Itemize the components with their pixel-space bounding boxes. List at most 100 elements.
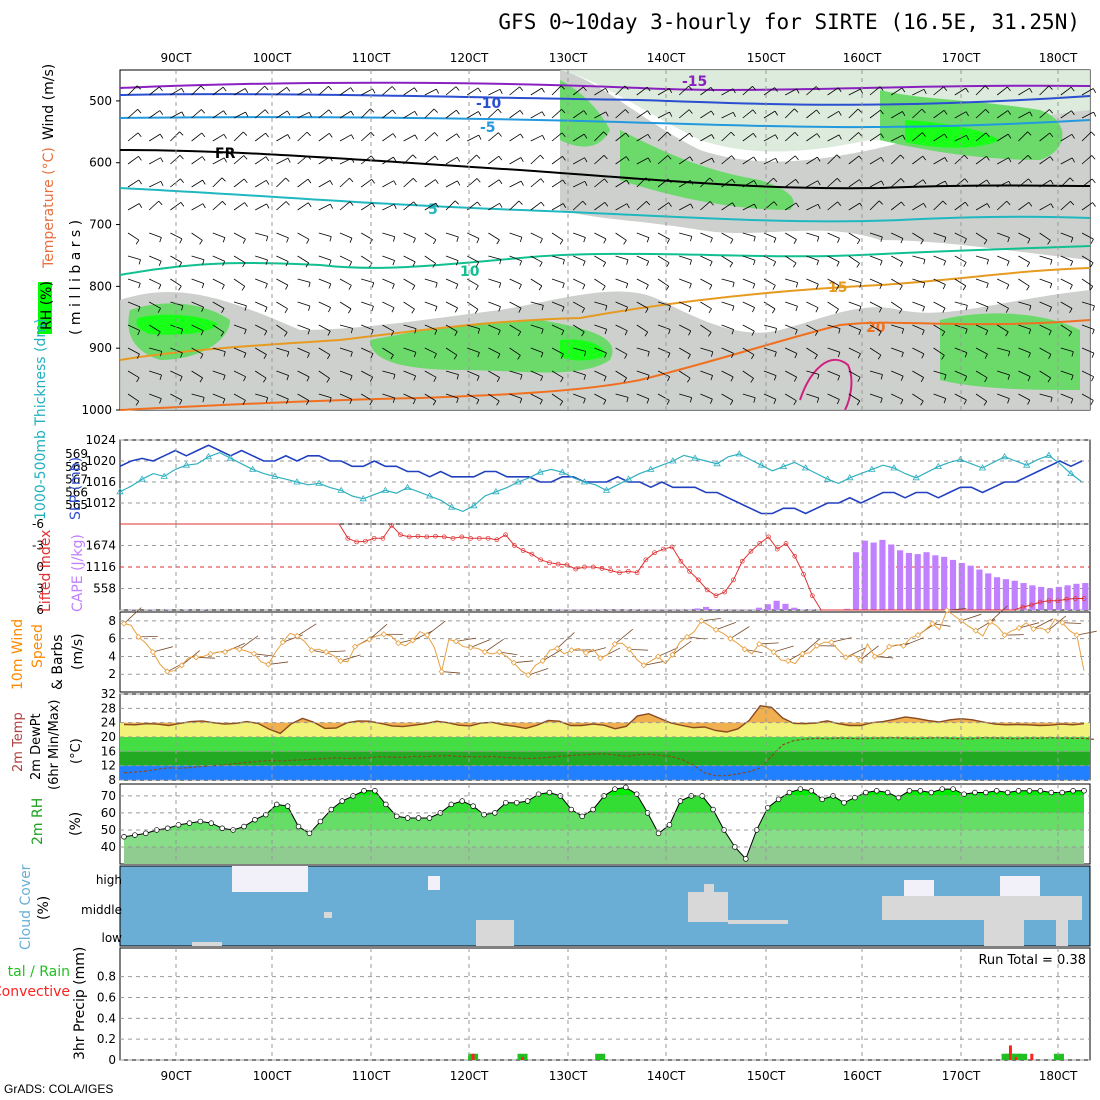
wind-barb-flag [349,261,353,267]
wind-barb-flag [242,238,246,244]
wind-barb [848,155,860,165]
wind-barb [827,301,839,310]
wind-barb [742,255,756,261]
wind-barb-flag [1029,88,1033,93]
wind-barb-flag [902,134,906,140]
thickness-marker [160,472,168,479]
wind-barb-flag [222,201,227,206]
wind-barb-flag [668,88,673,94]
wind-barb-flag [581,308,585,313]
wind-barb-flag [414,328,417,334]
wind-barb [530,301,544,306]
wind-barb [975,278,989,284]
wind-barb-flag [835,308,839,314]
wind-barb-flag [1008,157,1012,163]
wind-barb-flag [1071,351,1074,357]
wind-barb [996,86,1008,96]
wind-barb [318,393,332,399]
wind-barb-flag [540,178,545,183]
wind-barb [742,203,755,211]
wind-barb-flag [559,401,564,406]
wind-barb [891,347,904,353]
wind-barb [127,393,140,402]
wind-barb [827,201,838,211]
wind-barb [700,157,713,165]
wind-barb [954,370,967,377]
wind-speed-marker [395,640,402,647]
thickness-marker [846,474,854,481]
x-tick-label: 160CT [843,1069,882,1083]
wind-barb-flag [985,330,989,336]
wind-barb-flag [350,328,353,334]
wind-barb [657,155,669,165]
wind-barb [424,108,435,119]
wind-barb-flag [986,156,990,161]
wind-barb-flag [370,132,375,137]
chart-title: GFS 0~10day 3-hourly for SIRTE (16.5E, 3… [498,10,1080,34]
wind-barb-flag [307,353,310,359]
wind-barb [912,202,924,211]
wind-barb-flag [414,111,418,116]
wind-barb [191,179,203,188]
wind-barb [445,255,459,262]
wind-speed-marker [481,648,488,656]
wind-barb [340,654,361,662]
wind-barb [954,393,967,401]
wind-barb [412,630,433,641]
wind-barb [933,157,946,165]
wind-barb [1060,370,1074,376]
rh-marker [197,818,204,825]
wind-barb [212,157,225,165]
wind-barb-flag [623,377,627,383]
wind-barb [1039,301,1052,308]
wind-barb [763,370,777,377]
wind-barb [297,155,308,165]
wind-barb [890,154,901,165]
wind-barb [361,278,374,283]
wind-barb-flag [878,200,884,205]
wind-barb-flag [605,111,609,117]
wind-barb [615,85,626,96]
wind-barb-flag [901,87,906,93]
wind-barb [339,301,352,310]
wind-barb [403,347,417,353]
wind-barb-flag [456,157,461,162]
wind-barb [170,370,183,377]
wind-barb [869,393,883,399]
wind-barb-flag [199,240,203,245]
rh-marker [797,786,804,792]
wind-barb [445,156,458,165]
wind-barb [572,110,585,119]
wind-barb-flag [520,374,523,380]
wind-barb-flag [626,259,629,265]
wind-barb [318,109,330,119]
wind-barb-flag [349,237,353,243]
wind-barb [679,278,692,285]
wind-barb [594,324,607,330]
wind-barb-flag [793,400,797,406]
wind-barb [721,202,733,211]
slp-line [119,444,1083,515]
rh-marker [983,789,989,796]
wind-barb [297,232,310,240]
thickness-marker [978,464,987,471]
wind-barb-flag [794,132,799,137]
rh-marker [950,786,956,792]
precip-axis-label: 3hr Precip (mm) [72,947,88,1060]
li-marker [354,539,359,545]
wind-barb [297,255,309,264]
wind-barb [997,180,1010,188]
wind-barb-flag [1026,285,1030,291]
wind-barb [233,111,246,119]
wind-barb-flag [136,85,142,90]
wind-barb [802,638,821,655]
wind-barb [721,111,734,119]
wind-barb [848,347,861,355]
wind-barb-flag [454,307,458,313]
wind-barb-flag [540,352,544,358]
rh-marker [993,788,1000,794]
wind-barb [912,88,925,96]
